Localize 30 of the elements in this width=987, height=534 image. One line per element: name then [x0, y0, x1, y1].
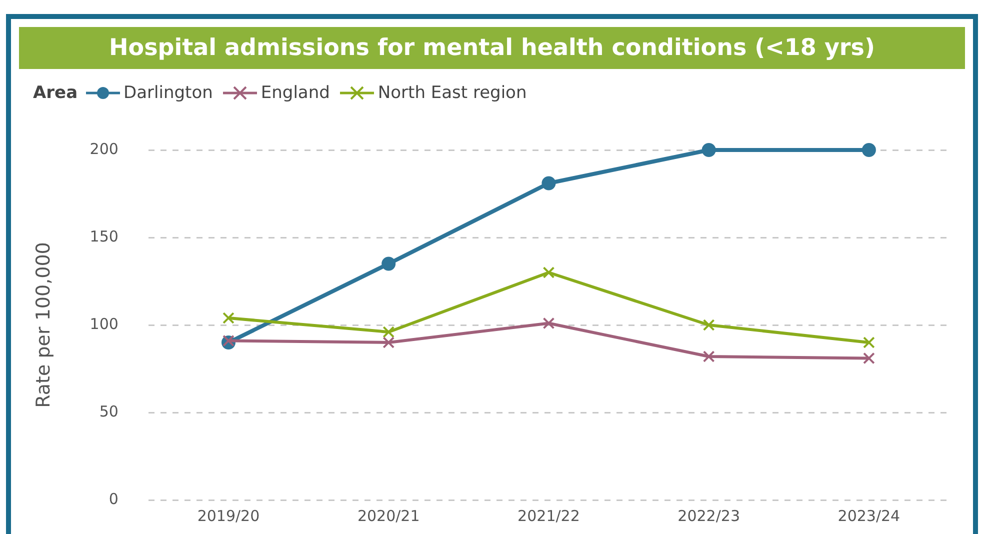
- point: [862, 352, 875, 364]
- point: [702, 350, 715, 362]
- y-tick-label: 150: [90, 227, 118, 246]
- legend-label: Darlington: [124, 83, 213, 103]
- x-tick-label: 2019/20: [197, 506, 260, 525]
- y-axis-title: Rate per 100,000: [32, 242, 54, 408]
- point: [222, 334, 234, 347]
- point: [222, 312, 234, 324]
- y-tick-label: 50: [99, 402, 118, 420]
- point: [382, 326, 395, 338]
- x-tick-label: 2020/21: [357, 506, 420, 525]
- y-tick-label: 200: [90, 140, 118, 158]
- chart-title: Hospital admissions for mental health conditions (<18 yrs): [19, 27, 965, 69]
- x-tick-label: 2023/24: [838, 506, 900, 525]
- legend-label: North East region: [378, 83, 527, 103]
- point: [542, 317, 555, 330]
- point: [382, 336, 395, 348]
- x-tick-label: 2022/23: [678, 506, 740, 525]
- point: [542, 176, 556, 190]
- y-tick-label: 100: [90, 314, 118, 333]
- legend-title: Area: [33, 83, 78, 103]
- point: [862, 336, 875, 348]
- y-tick-label: 0: [108, 490, 118, 508]
- point: [542, 266, 555, 278]
- point: [862, 143, 876, 157]
- legend-label: England: [260, 83, 330, 103]
- point: [702, 143, 716, 157]
- x-tick-label: 2021/22: [518, 506, 580, 525]
- point: [702, 319, 715, 331]
- point: [382, 256, 396, 271]
